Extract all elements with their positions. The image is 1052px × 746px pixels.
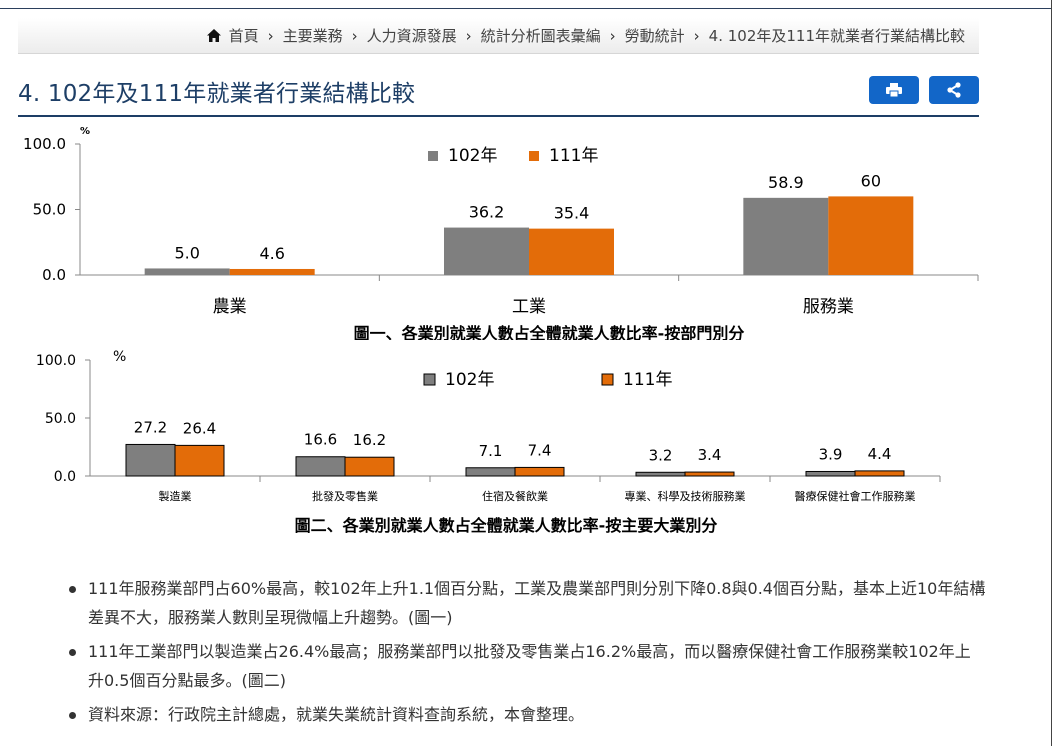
bar-111 (828, 196, 914, 275)
data-label: 5.0 (174, 243, 199, 262)
data-label: 26.4 (183, 419, 216, 437)
bar-group: 5.0 4.6 36.2 35.4 58.9 60 (144, 171, 914, 275)
data-label: 4.4 (868, 445, 892, 463)
y-axis-unit: % (80, 126, 90, 137)
data-label: 27.2 (134, 418, 167, 436)
bar-group: 27.2 26.4 16.6 16.2 7.1 7.4 3.2 3.4 3.9 4.4 (125, 418, 905, 477)
y-tick-label: 0.0 (42, 266, 66, 284)
chevron-right-icon: › (693, 26, 700, 45)
print-icon (886, 83, 902, 97)
home-icon[interactable] (206, 29, 221, 42)
y-axis-unit: % (113, 349, 126, 365)
bar-111 (684, 471, 735, 477)
x-category-label: 專業、科學及技術服務業 (625, 489, 746, 503)
title-divider (18, 115, 979, 117)
breadcrumb-stat-charts[interactable]: 統計分析圖表彙編 (480, 27, 601, 45)
legend-swatch (601, 373, 614, 386)
data-label: 36.2 (469, 203, 505, 222)
legend-swatch (529, 151, 539, 161)
bar-111 (344, 456, 395, 477)
bar-102 (144, 268, 230, 275)
x-axis-labels: 製造業 批發及零售業 住宿及餐飲業 專業、科學及技術服務業 醫療保健社會工作服務業 (159, 489, 916, 503)
x-category-label: 服務業 (803, 297, 854, 317)
y-tick-label: 50.0 (33, 201, 66, 219)
bar-102 (465, 467, 516, 477)
chart-by-industry: % 0.0 50.0 100.0 102年 111年 27.2 26.4 16.6 16.2… (36, 349, 941, 535)
bar-111 (514, 466, 565, 477)
note-item: 資料來源：行政院主計總處，就業失業統計資料查詢系統，本會整理。 (66, 700, 986, 729)
chart-legend: 102年 111年 (428, 146, 598, 166)
notes-list: 111年服務業部門占60%最高，較102年上升1.1個百分點，工業及農業部門則分… (66, 574, 986, 734)
breadcrumb-main-business[interactable]: 主要業務 (282, 27, 343, 45)
y-tick-label: 100.0 (36, 353, 76, 369)
legend-label: 111年 (549, 146, 598, 166)
legend-swatch (428, 151, 438, 161)
bar-111 (174, 444, 225, 477)
breadcrumb-current: 4. 102年及111年就業者行業結構比較 (708, 27, 965, 45)
data-label: 3.2 (649, 446, 673, 464)
share-icon (947, 82, 961, 98)
x-category-label: 農業 (213, 297, 247, 317)
page-title: 4. 102年及111年就業者行業結構比較 (18, 81, 416, 107)
chart-title: 圖一、各業別就業人數占全體就業人數比率-按部門別分 (354, 324, 745, 340)
bar-102 (635, 471, 686, 477)
print-button[interactable] (869, 76, 919, 104)
breadcrumb: 首頁 › 主要業務 › 人力資源發展 › 統計分析圖表彙編 › 勞動統計 › 4… (18, 18, 979, 54)
legend-label: 102年 (445, 370, 494, 390)
bar-111 (529, 228, 614, 275)
y-tick-label: 100.0 (23, 135, 66, 153)
legend-swatch (423, 373, 436, 386)
share-button[interactable] (929, 76, 979, 104)
breadcrumb-home[interactable]: 首頁 (228, 27, 259, 45)
bar-102 (743, 197, 829, 275)
bar-102 (295, 456, 346, 477)
data-label: 58.9 (768, 173, 804, 192)
bar-102 (805, 470, 856, 477)
data-label: 60 (861, 171, 881, 190)
top-border (0, 8, 1052, 9)
bar-111 (229, 268, 315, 275)
x-category-label: 製造業 (159, 489, 192, 503)
data-label: 3.4 (698, 446, 722, 464)
x-category-label: 住宿及餐飲業 (482, 489, 548, 503)
data-label: 35.4 (554, 204, 590, 223)
x-category-label: 批發及零售業 (312, 489, 378, 503)
data-label: 16.2 (353, 431, 386, 449)
data-label: 4.6 (259, 244, 284, 263)
chart-title: 圖二、各業別就業人數占全體就業人數比率-按主要大業別分 (295, 516, 718, 535)
chevron-right-icon: › (267, 26, 274, 45)
bar-102 (125, 443, 176, 477)
legend-label: 102年 (448, 146, 497, 166)
breadcrumb-labor-stats[interactable]: 勞動統計 (624, 27, 685, 45)
x-category-label: 醫療保健社會工作服務業 (795, 489, 916, 503)
chart-legend: 102年 111年 (423, 370, 672, 390)
data-label: 16.6 (304, 431, 337, 449)
note-item: 111年服務業部門占60%最高，較102年上升1.1個百分點，工業及農業部門則分… (66, 574, 986, 632)
chevron-right-icon: › (351, 26, 358, 45)
data-label: 3.9 (819, 445, 843, 463)
chevron-right-icon: › (609, 26, 616, 45)
data-label: 7.1 (479, 442, 503, 460)
note-item: 111年工業部門以製造業占26.4%最高；服務業部門以批發及零售業占16.2%最… (66, 637, 986, 695)
chevron-right-icon: › (465, 26, 472, 45)
chart-by-sector: % 0.0 50.0 100.0 102年 111年 5.0 4.6 36.2 35.4 58… (23, 126, 979, 340)
breadcrumb-hr-development[interactable]: 人力資源發展 (366, 27, 457, 45)
data-label: 7.4 (528, 441, 552, 459)
x-category-label: 工業 (512, 297, 546, 317)
bar-111 (854, 470, 905, 477)
y-tick-label: 50.0 (45, 411, 76, 427)
bar-102 (444, 227, 529, 275)
legend-label: 111年 (623, 370, 672, 390)
x-axis-labels: 農業 工業 服務業 (213, 297, 854, 317)
y-tick-label: 0.0 (54, 469, 76, 485)
